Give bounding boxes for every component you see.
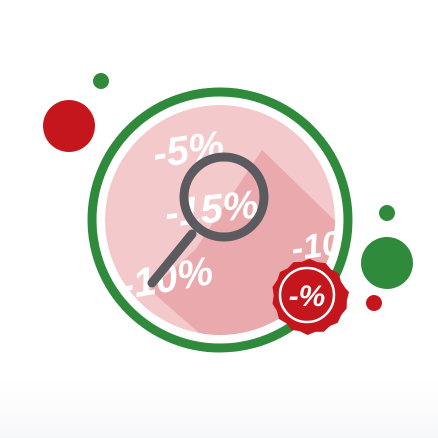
decor-dot-green-small — [93, 73, 109, 89]
discount-badge-icon: -% — [272, 258, 349, 335]
magnifier-icon — [147, 152, 269, 288]
badge-inner-ring — [278, 266, 336, 324]
bottom-shade — [0, 378, 438, 438]
decor-dot-red-right-small — [366, 295, 382, 311]
decor-dot-green-right-large — [361, 237, 413, 289]
decor-dot-red-large — [43, 100, 95, 152]
decor-dot-green-right-small — [379, 205, 395, 221]
badge-label: -% — [289, 280, 326, 313]
disc-label-5: -5% — [150, 123, 227, 176]
